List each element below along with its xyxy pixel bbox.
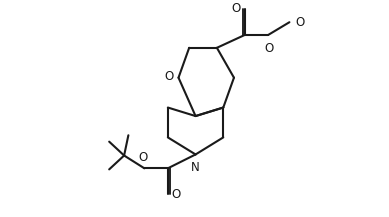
Text: O: O	[295, 16, 305, 29]
Text: O: O	[139, 151, 148, 164]
Text: N: N	[191, 161, 200, 174]
Text: O: O	[265, 42, 274, 55]
Text: O: O	[172, 189, 181, 201]
Text: O: O	[165, 70, 174, 83]
Text: O: O	[231, 2, 241, 15]
